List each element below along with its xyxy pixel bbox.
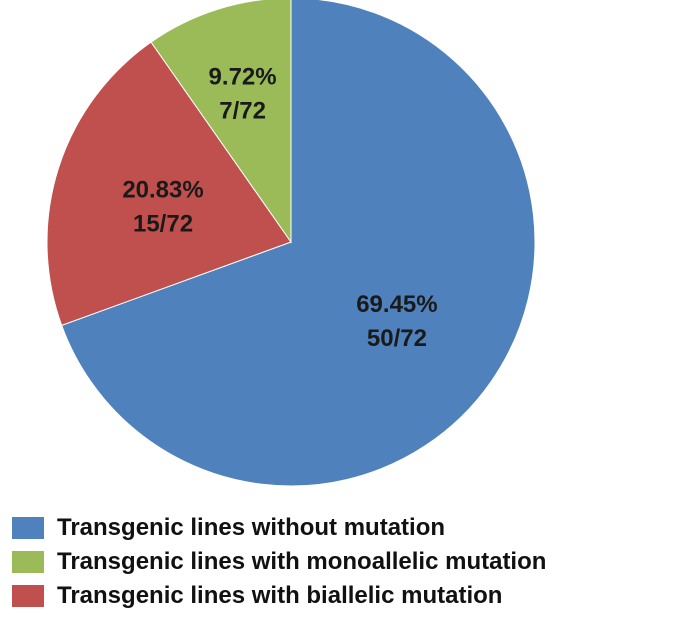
legend-swatch-monoallelic-mutation [12,551,44,573]
legend-swatch-biallelic-mutation [12,585,44,607]
pie-slice-transgenic-lines-with-monoallelic-mutation [150,0,292,244]
slice-percent-label: 69.45% [356,291,437,318]
slice-count-label: 50/72 [367,325,427,352]
pie-slice-transgenic-lines-without-mutation [61,0,536,487]
legend-label-monoallelic-mutation: Transgenic lines with monoallelic mutati… [57,548,547,575]
legend-label-biallelic-mutation: Transgenic lines with biallelic mutation [57,582,503,609]
pie-slice-labels: 69.45% 50/72 20.83% 15/72 9.72% 7/72 [122,63,437,352]
pie-slice-transgenic-lines-with-biallelic-mutation [46,41,292,327]
slice-count-label: 15/72 [133,211,193,238]
slice-count-label: 7/72 [219,97,266,124]
legend-item-biallelic-mutation: Transgenic lines with biallelic mutation [12,579,688,613]
slice-percent-label: 20.83% [122,177,203,204]
slice-percent-label: 9.72% [209,63,277,90]
legend: Transgenic lines without mutation Transg… [12,511,688,613]
pie-chart: 69.45% 50/72 20.83% 15/72 9.72% 7/72 [46,0,536,487]
legend-swatch-without-mutation [12,517,44,539]
legend-label-without-mutation: Transgenic lines without mutation [57,514,446,541]
pie-slices [46,0,536,487]
legend-item-without-mutation: Transgenic lines without mutation [12,511,688,545]
legend-item-monoallelic-mutation: Transgenic lines with monoallelic mutati… [12,545,688,579]
